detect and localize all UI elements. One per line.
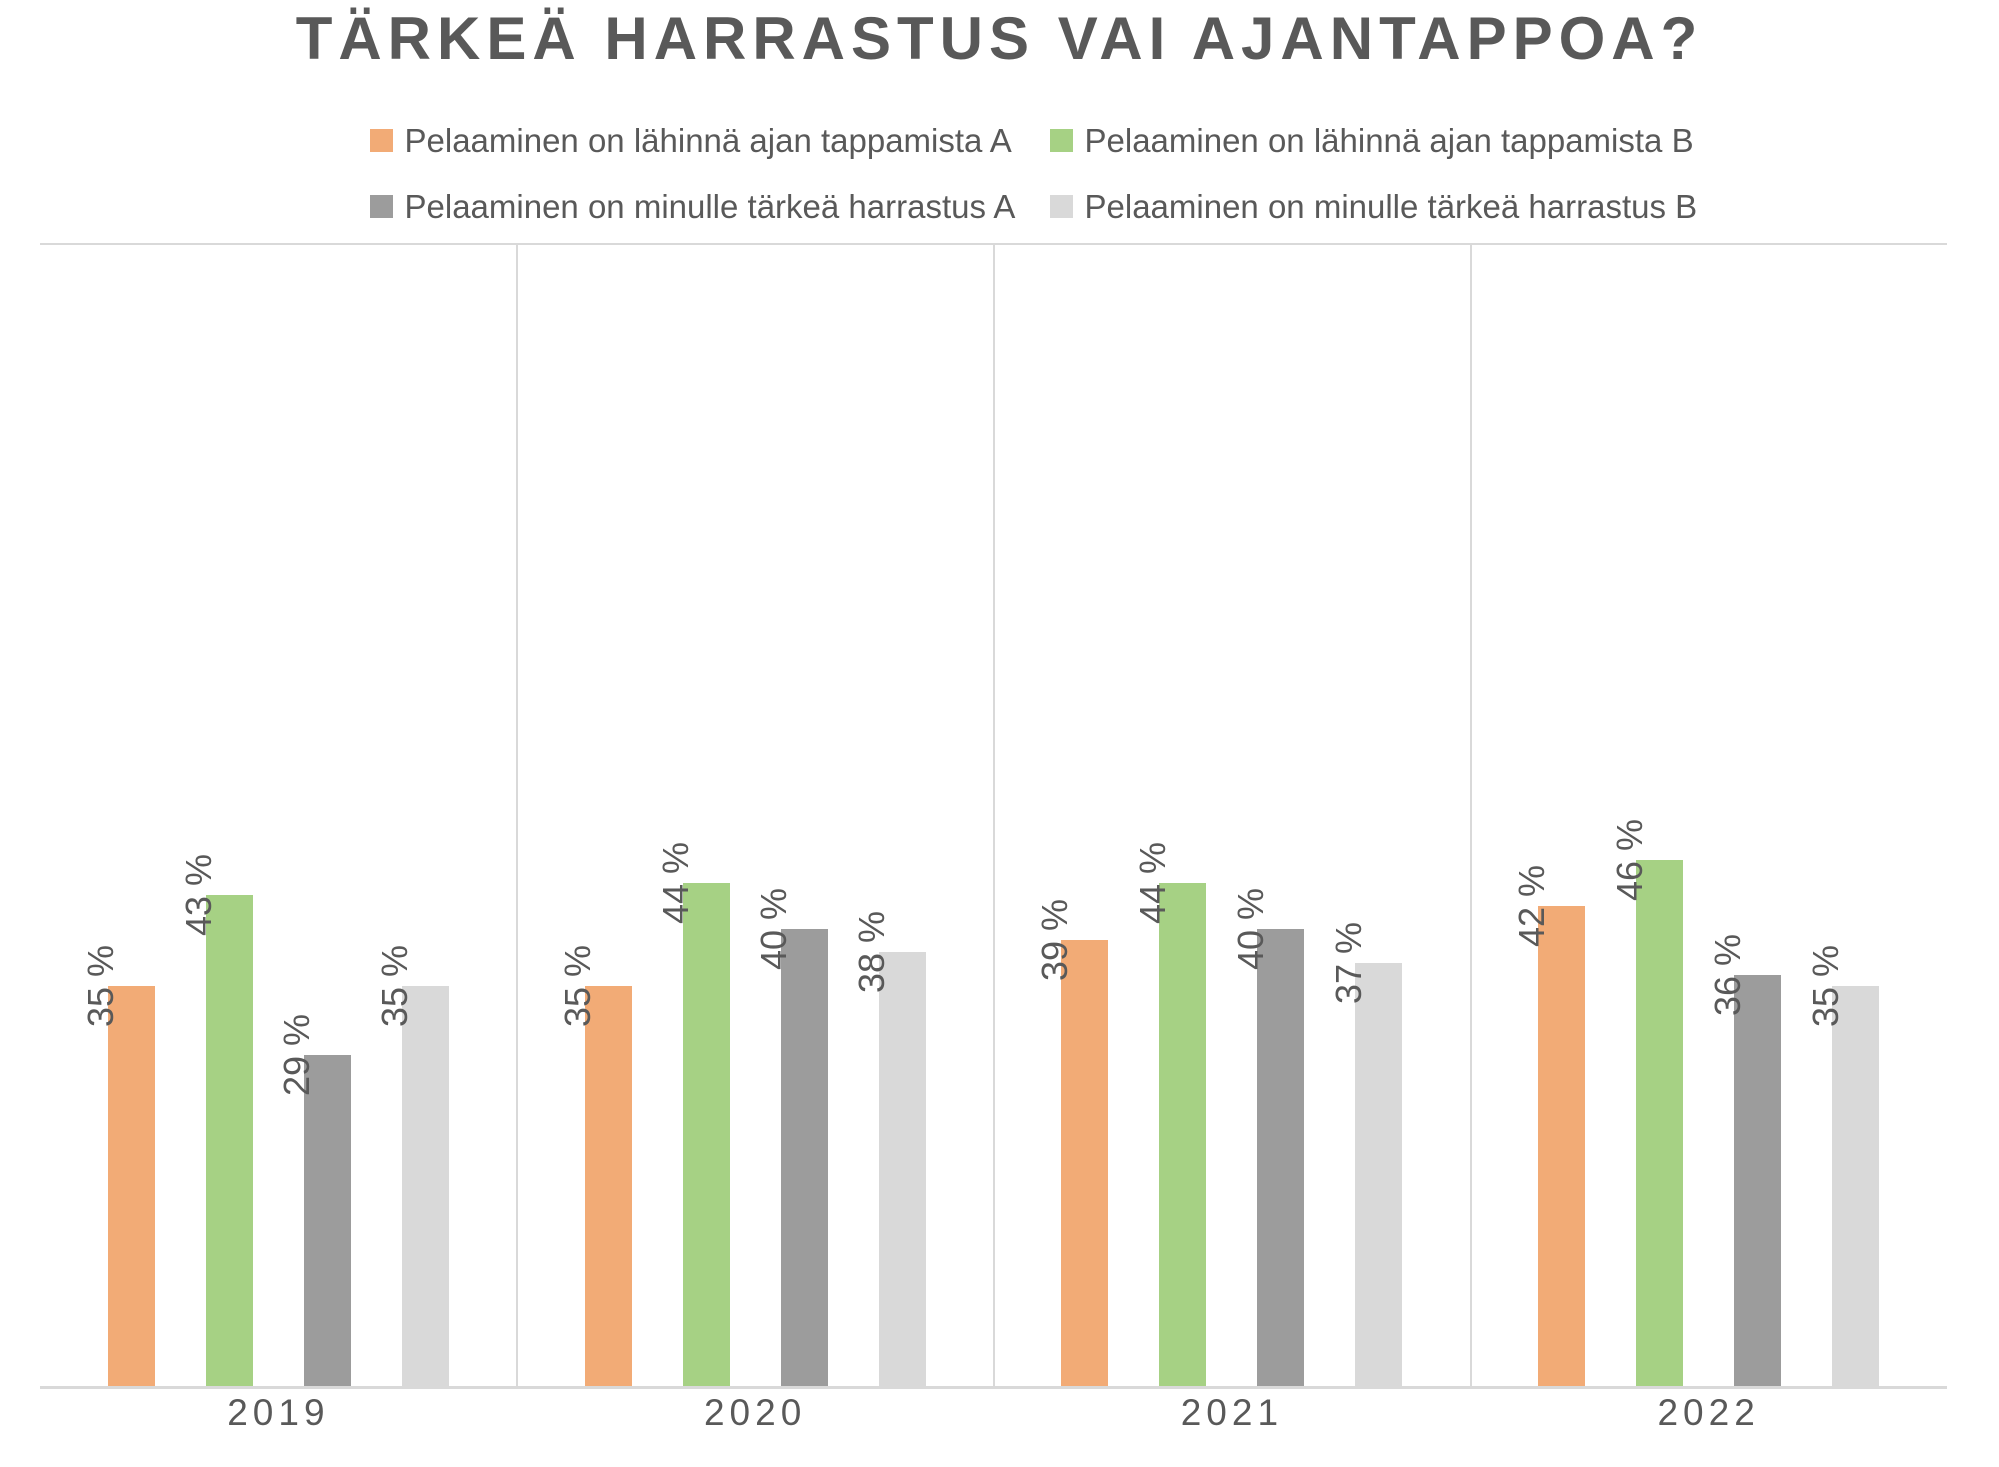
bar-slot: 36 % [1707,243,1782,1386]
bar[interactable] [1159,883,1207,1386]
category-label-2022: 2022 [1657,1392,1760,1433]
bar-value-label: 46 % [1608,819,1650,902]
bar[interactable] [1257,928,1305,1386]
bar-slot: 35 % [80,243,155,1386]
bar-value-label: 35 % [80,944,122,1027]
legend-label-3: Pelaaminen on minulle tärkeä harrastus B [1084,187,1698,225]
bar[interactable] [682,883,730,1386]
bar[interactable] [205,894,253,1386]
category-divider-1 [516,243,518,1386]
bar-group-2019: 35 % 43 % 29 % 35 % [40,243,517,1389]
bar-value-label: 44 % [655,842,697,925]
bar-value-label: 35 % [374,944,416,1027]
bars-2022: 42 % 46 % 36 % 35 % [1470,243,1947,1386]
bar-slot: 46 % [1609,243,1684,1386]
bar-slot: 35 % [374,243,449,1386]
bar-value-label: 40 % [1229,887,1271,970]
legend-swatch-icon-2 [369,194,393,218]
bar-slot: 43 % [178,243,253,1386]
bar[interactable] [780,928,828,1386]
bar-value-label: 38 % [851,910,893,993]
bar-slot: 40 % [1230,243,1305,1386]
bar-slot: 35 % [1805,243,1880,1386]
legend-item-2[interactable]: Pelaaminen on minulle tärkeä harrastus A [310,184,1050,228]
bar[interactable] [1538,905,1586,1386]
legend-swatch-icon-3 [1049,194,1073,218]
bar[interactable] [1061,940,1109,1386]
bar-slot: 44 % [1132,243,1207,1386]
category-divider-2 [993,243,995,1386]
bars-2021: 39 % 44 % 40 % 37 % [994,243,1471,1386]
chart-legend: Pelaaminen on lähinnä ajan tappamista A … [0,118,1999,228]
category-label-2020: 2020 [703,1392,807,1433]
bar[interactable] [878,951,926,1386]
legend-item-1[interactable]: Pelaaminen on lähinnä ajan tappamista B [1049,118,1694,162]
bar-group-2021: 39 % 44 % 40 % 37 % [994,243,1471,1389]
bar-value-label: 39 % [1033,899,1075,982]
bar-slot: 44 % [655,243,730,1386]
plot-area: 35 % 43 % 29 % 35 % 35 % 44 % 40 % 38 % 39 % 44 %… [40,243,1947,1389]
bar-value-label: 37 % [1327,922,1369,1005]
bar-group-2022: 42 % 46 % 36 % 35 % [1470,243,1947,1389]
legend-label-0: Pelaaminen on lähinnä ajan tappamista A [404,121,1012,159]
bar[interactable] [107,985,155,1386]
bars-2020: 35 % 44 % 40 % 38 % [517,243,994,1386]
bar-value-label: 36 % [1706,933,1748,1016]
category-axis-line [40,1386,1947,1389]
category-divider-3 [1470,243,1472,1386]
legend-label-1: Pelaaminen on lähinnä ajan tappamista B [1084,121,1694,159]
bar[interactable] [584,985,632,1386]
bar-slot: 42 % [1511,243,1586,1386]
bar-slot: 35 % [557,243,632,1386]
bar[interactable] [1355,963,1403,1386]
bar[interactable] [401,985,449,1386]
bar-value-label: 44 % [1131,842,1173,925]
bars-2019: 35 % 43 % 29 % 35 % [40,243,517,1386]
bar-slot: 38 % [851,243,926,1386]
legend-swatch-icon-1 [1049,128,1073,152]
bar-group-2020: 35 % 44 % 40 % 38 % [517,243,994,1389]
bar-value-label: 35 % [557,944,599,1027]
category-label-2019: 2019 [227,1392,330,1433]
bar-value-label: 29 % [276,1013,318,1096]
bar-slot: 39 % [1034,243,1109,1386]
bar-value-label: 40 % [753,887,795,970]
legend-item-3[interactable]: Pelaaminen on minulle tärkeä harrastus B [1049,184,1697,228]
legend-label-2: Pelaaminen on minulle tärkeä harrastus A [404,187,1016,225]
bar-slot: 37 % [1328,243,1403,1386]
chart-title: TÄRKEÄ HARRASTUS VAI AJANTAPPOA? [295,5,1704,72]
bar-value-label: 43 % [178,853,220,936]
bar[interactable] [1636,860,1684,1386]
bar-slot: 40 % [753,243,828,1386]
bar[interactable] [303,1054,351,1386]
bar-groups: 35 % 43 % 29 % 35 % 35 % 44 % 40 % 38 % 39 % 44 %… [40,243,1947,1389]
category-label-2021: 2021 [1180,1392,1284,1433]
bar-slot: 29 % [276,243,351,1386]
legend-swatch-icon-0 [369,128,393,152]
bar[interactable] [1832,985,1880,1386]
bar[interactable] [1734,974,1782,1386]
bar-value-label: 35 % [1804,944,1846,1027]
category-axis-labels: 2019 2020 2021 2022 [40,1392,1947,1452]
legend-item-0[interactable]: Pelaaminen on lähinnä ajan tappamista A [310,118,1050,162]
bar-value-label: 42 % [1510,864,1552,947]
